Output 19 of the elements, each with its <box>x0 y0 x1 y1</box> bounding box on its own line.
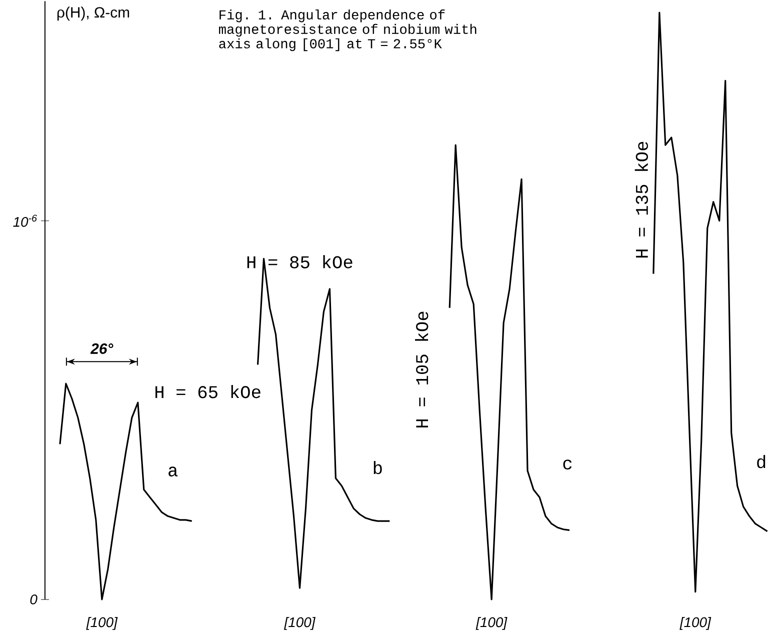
x-tick-label: [100] <box>284 616 316 630</box>
y-tick-label: 10$^{-6}$ <box>13 214 37 227</box>
text: H = 105 kOe <box>415 312 428 428</box>
x-tick-label: [100] <box>680 616 712 630</box>
annotation: b <box>374 460 382 474</box>
annotation: c <box>563 459 572 470</box>
line-series <box>448 144 570 600</box>
x-tick-label: [100] <box>476 616 508 630</box>
line-series <box>652 12 768 592</box>
series-label: H = 65 kOe <box>155 384 260 398</box>
y-tick-label: 0 <box>30 594 38 604</box>
series-label: H = 85 kOe <box>247 254 352 268</box>
annotation: 26° <box>90 343 114 354</box>
text: Fig. 1. Angular dependence of magnetoresistance of niobium with axis along [001] at T = 2.55°K <box>218 9 476 51</box>
text: H = 135 kOe <box>634 142 648 258</box>
annotation: d <box>757 454 766 468</box>
x-tick-label: [100] <box>86 616 118 630</box>
y-axis-title: ρ(H), Ω-cm <box>57 6 130 20</box>
annotation: a <box>168 466 178 476</box>
